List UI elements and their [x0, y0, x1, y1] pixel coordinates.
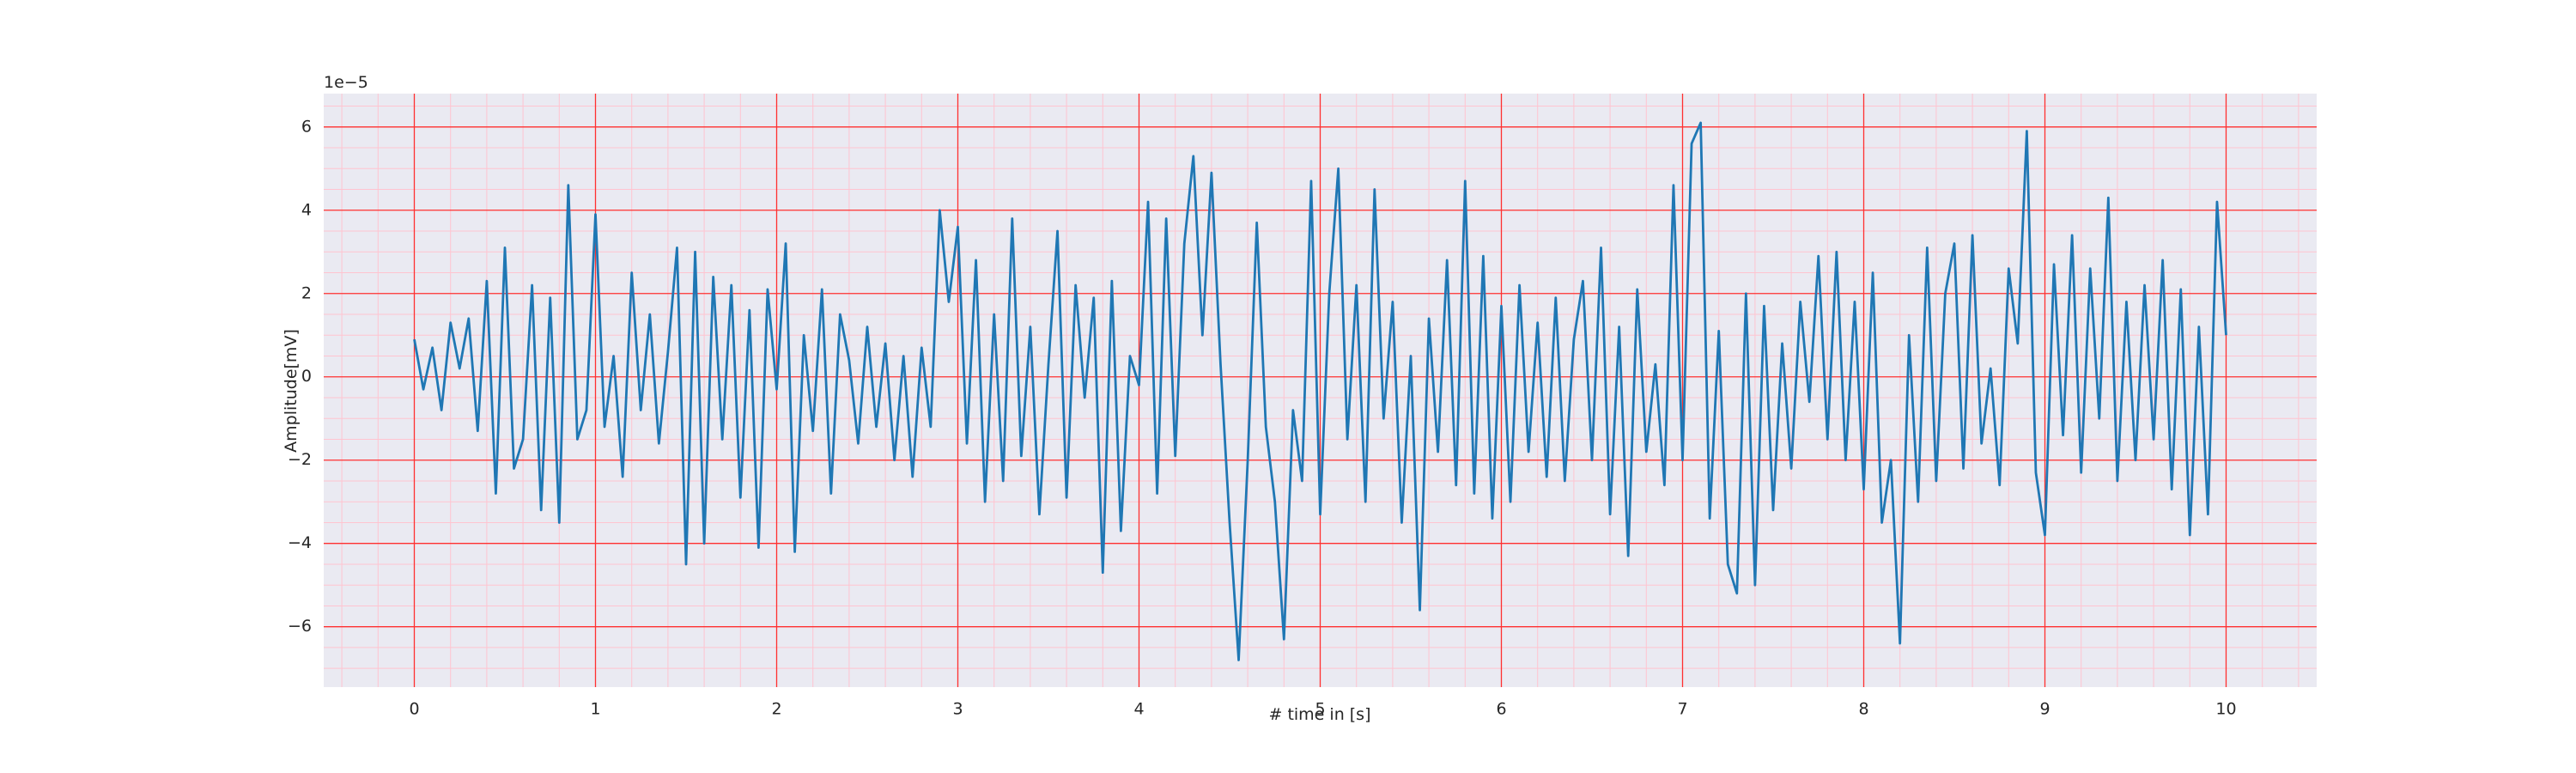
y-tick-label: 6	[301, 117, 312, 136]
x-tick-label: 1	[590, 700, 600, 719]
x-tick-label: 5	[1315, 700, 1325, 719]
x-tick-label: 2	[771, 700, 781, 719]
x-tick-label: 0	[409, 700, 419, 719]
y-tick-label: −4	[288, 533, 312, 552]
x-tick-label: 9	[2039, 700, 2050, 719]
x-tick-label: 6	[1496, 700, 1506, 719]
x-tick-label: 4	[1133, 700, 1144, 719]
x-tick-label: 10	[2215, 700, 2236, 719]
x-tick-label: 8	[1858, 700, 1868, 719]
y-offset-label: 1e−5	[324, 73, 368, 92]
y-tick-label: 4	[301, 200, 312, 219]
signal-line	[413, 121, 2227, 661]
y-axis-label: Amplitude[mV]	[282, 329, 301, 453]
y-tick-label: −6	[288, 617, 312, 636]
x-tick-label: 7	[1677, 700, 1687, 719]
y-tick-label: 2	[301, 283, 312, 302]
y-tick-label: 0	[301, 367, 312, 386]
x-tick-label: 3	[952, 700, 963, 719]
x-axis-label: # time in [s]	[1268, 705, 1370, 724]
y-tick-label: −2	[288, 450, 312, 469]
